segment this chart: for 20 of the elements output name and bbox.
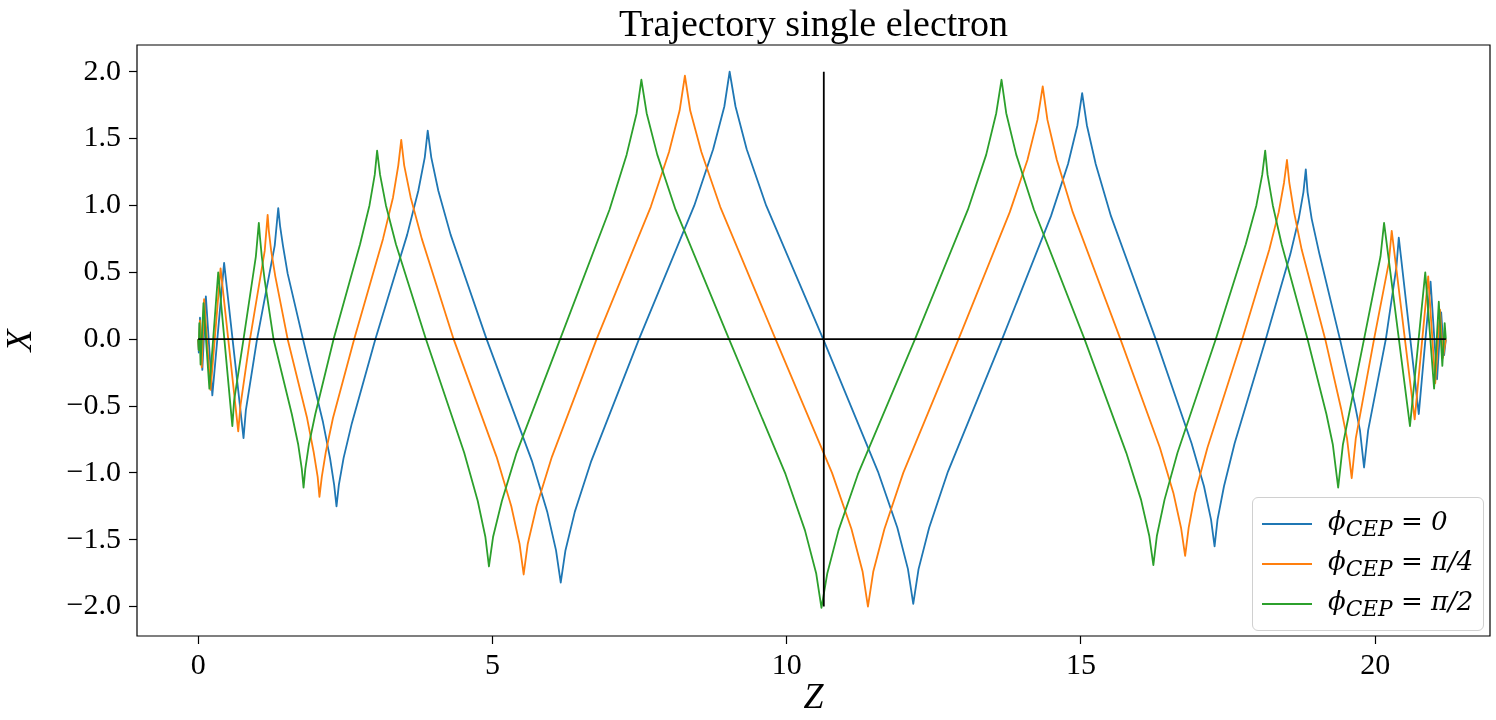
legend-label: ϕ$_{CEP}$ = 0	[1328, 506, 1448, 542]
y-axis-title: X	[0, 327, 40, 354]
x-tick-label: 20	[1360, 646, 1391, 680]
y-tick-label: 0.5	[83, 253, 121, 287]
x-tick-label: 15	[1065, 646, 1096, 680]
y-tick-label: 0.0	[83, 320, 121, 354]
x-tick-label: 10	[771, 646, 802, 680]
x-tick-label: 5	[484, 646, 500, 680]
legend-label: ϕ$_{CEP}$ = π/2	[1328, 586, 1474, 622]
y-tick-label: −1.0	[66, 453, 121, 487]
chart-title: Trajectory single electron	[617, 1, 1009, 45]
y-tick-label: 1.5	[83, 119, 121, 153]
y-tick-label: −0.5	[66, 386, 121, 420]
y-tick-label: −1.5	[66, 520, 121, 554]
legend-label: ϕ$_{CEP}$ = π/4	[1328, 546, 1474, 582]
x-axis-title: Z	[803, 675, 825, 716]
y-tick-label: 1.0	[83, 186, 121, 220]
y-tick-label: 2.0	[83, 52, 121, 86]
y-tick-label: −2.0	[66, 587, 121, 621]
x-tick-label: 0	[190, 646, 206, 680]
